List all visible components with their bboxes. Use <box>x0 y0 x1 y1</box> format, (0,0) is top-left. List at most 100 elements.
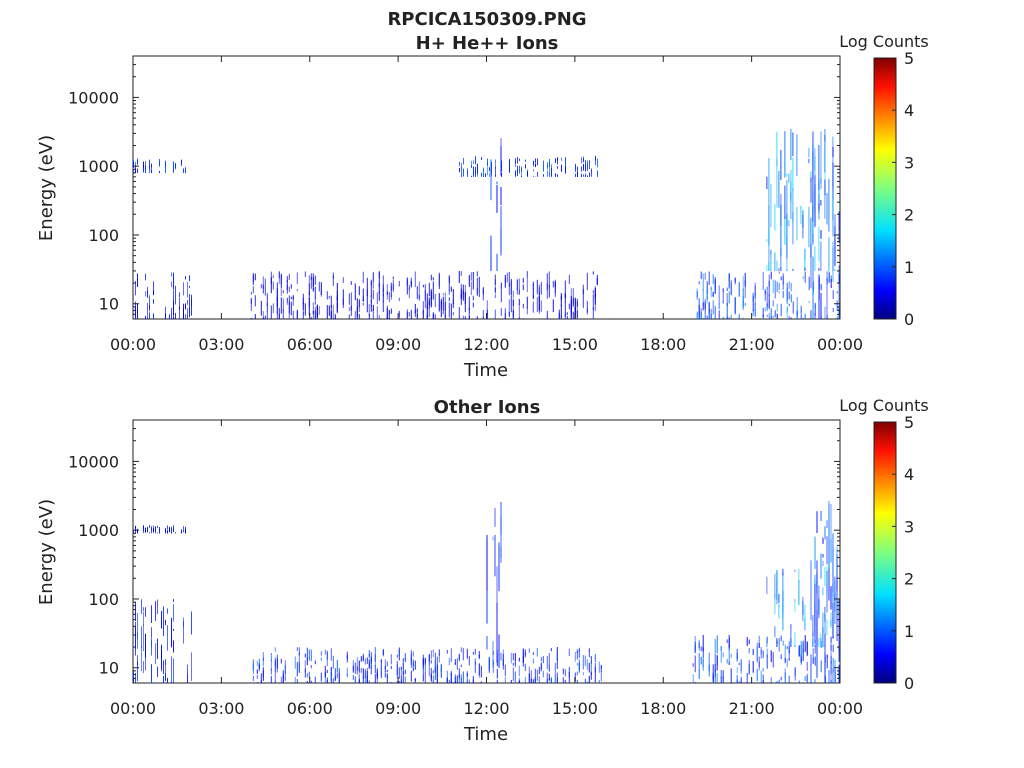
heatmap-cell <box>788 646 790 661</box>
heatmap-cell <box>522 318 524 319</box>
heatmap-cell <box>512 667 514 681</box>
heatmap-cell <box>518 304 520 319</box>
heatmap-cell <box>430 659 432 664</box>
heatmap-cell <box>185 168 186 171</box>
heatmap-cell <box>145 633 146 658</box>
heatmap-cell <box>510 280 512 296</box>
heatmap-cell <box>316 304 318 319</box>
heatmap-cell <box>360 668 362 673</box>
heatmap-cell <box>518 289 520 295</box>
heatmap-cell <box>576 301 578 319</box>
heatmap-cell <box>137 613 138 639</box>
heatmap-cell <box>716 654 718 658</box>
heatmap-cell <box>141 626 142 649</box>
heatmap-cell <box>183 169 184 173</box>
heatmap-cell <box>282 298 284 312</box>
heatmap-cell <box>812 131 814 164</box>
heatmap-cell <box>814 679 816 683</box>
heatmap-cell <box>585 175 586 177</box>
heatmap-cell <box>802 596 804 615</box>
heatmap-cell <box>495 167 496 175</box>
heatmap-cell <box>362 668 364 679</box>
heatmap-cell <box>426 293 428 310</box>
heatmap-cell <box>830 612 832 627</box>
heatmap-cell <box>452 312 454 316</box>
heatmap-cell <box>508 271 510 281</box>
heatmap-cell <box>595 156 596 166</box>
heatmap-cell <box>772 652 774 668</box>
heatmap-cell <box>577 174 578 177</box>
heatmap-cell <box>155 601 156 621</box>
heatmap-cell <box>165 528 166 531</box>
heatmap-cell <box>366 289 368 295</box>
heatmap-cell <box>191 301 192 316</box>
heatmap-cell <box>191 318 192 319</box>
heatmap-cell <box>698 670 700 679</box>
heatmap-cell <box>820 199 822 206</box>
heatmap-cell <box>832 241 834 282</box>
heatmap-cell <box>798 569 800 583</box>
y-tick-label: 10 <box>99 295 119 314</box>
heatmap-cell <box>288 286 290 292</box>
heatmap-cell <box>482 316 484 319</box>
heatmap-cell <box>149 525 150 528</box>
heatmap-cell <box>185 526 186 530</box>
heatmap-cell <box>792 132 794 156</box>
heatmap-cell <box>452 300 454 309</box>
heatmap-cell <box>173 640 174 653</box>
heatmap-cell <box>594 663 596 673</box>
heatmap-cell <box>262 311 264 319</box>
heatmap-cell <box>762 314 764 319</box>
heatmap-cell <box>338 668 340 675</box>
heatmap-cell <box>582 672 584 676</box>
heatmap-cell <box>770 316 772 319</box>
heatmap-cell <box>414 310 416 317</box>
heatmap-cell <box>416 286 418 299</box>
heatmap-cell <box>137 273 138 287</box>
heatmap-cell <box>720 670 722 678</box>
heatmap-cell <box>762 674 764 683</box>
heatmap-cell <box>372 272 374 282</box>
heatmap-cell <box>346 667 348 678</box>
heatmap-cell <box>460 271 462 276</box>
heatmap-cell <box>448 679 450 683</box>
heatmap-cell <box>808 147 810 158</box>
heatmap-cell <box>171 281 172 288</box>
heatmap-cell <box>556 672 558 683</box>
heatmap-cell <box>776 570 778 600</box>
y-tick-label: 1000 <box>78 521 119 540</box>
heatmap-cell <box>382 649 384 657</box>
heatmap-cell <box>151 605 152 623</box>
y-axis-label: Energy (eV) <box>36 135 57 241</box>
heatmap-cell <box>448 657 450 666</box>
heatmap-cell <box>175 164 176 168</box>
heatmap-cell <box>282 674 284 678</box>
heatmap-cell <box>794 632 796 648</box>
heatmap-cell <box>466 682 468 683</box>
heatmap-cell <box>151 526 152 529</box>
heatmap-cell <box>770 677 772 683</box>
colorbar-tick-label: 2 <box>904 206 914 225</box>
heatmap-cell <box>786 646 788 650</box>
heatmap-cell <box>736 679 738 683</box>
heatmap-cell <box>716 635 718 654</box>
heatmap-cell <box>728 645 730 664</box>
heatmap-cell <box>818 274 820 319</box>
heatmap-cell <box>832 136 834 187</box>
heatmap-cell <box>794 602 796 612</box>
heatmap-cell <box>185 303 186 310</box>
heatmap-cell <box>766 654 768 669</box>
heatmap-cell <box>592 307 594 319</box>
heatmap-cell <box>308 292 310 300</box>
heatmap-cell <box>518 677 520 683</box>
heatmap-cell <box>370 299 372 307</box>
heatmap-cell <box>185 528 186 531</box>
heatmap-cell <box>794 598 796 603</box>
heatmap-cell <box>137 655 138 666</box>
heatmap-cell <box>812 151 814 182</box>
heatmap-cell <box>770 650 772 663</box>
heatmap-cell <box>310 273 312 280</box>
heatmap-cell <box>806 661 808 671</box>
heatmap-cell <box>374 665 376 674</box>
heatmap-cell <box>185 276 186 280</box>
